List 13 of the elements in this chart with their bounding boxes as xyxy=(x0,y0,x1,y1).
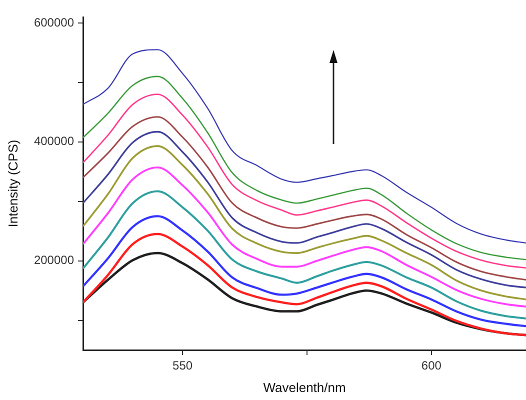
y-axis-title: Intensity (CPS) xyxy=(5,140,20,228)
x-tick-label: 600 xyxy=(421,358,442,373)
y-tick-label: 400000 xyxy=(34,134,74,148)
line-series xyxy=(83,232,526,336)
line-series xyxy=(83,190,526,320)
line-series xyxy=(83,166,526,308)
line-series xyxy=(83,49,526,244)
x-tick-label: 550 xyxy=(172,358,193,373)
line-series xyxy=(83,145,526,300)
x-axis-title: Wavelenth/nm xyxy=(263,380,346,395)
line-series xyxy=(83,215,526,328)
y-tick-label: 600000 xyxy=(34,15,74,30)
y-tick-label: 200000 xyxy=(34,253,74,268)
